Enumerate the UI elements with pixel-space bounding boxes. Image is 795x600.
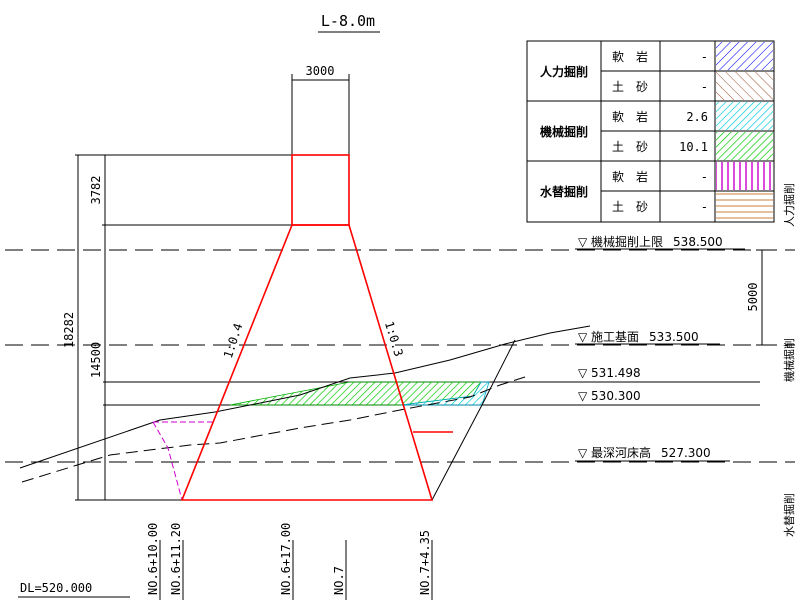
edge-label-water: 水替掘削 [782,493,795,537]
excavation-outline [180,224,434,501]
cut-slope-right [481,339,516,406]
dim-right-label: 5000 [746,283,760,312]
legend-material-1: 軟 岩 [612,49,648,64]
legend-value-6: - [701,200,708,214]
legend-table: 人力掘削 機械掘削 水替掘削 軟 岩 土 砂 軟 岩 土 砂 軟 岩 土 砂 -… [526,40,775,223]
legend-material-4: 土 砂 [612,140,648,154]
station-label-2: NO.6+11.20 [169,523,183,595]
level-label-531: ▽ 531.498 [578,366,641,380]
water-excavation-outline-side [152,421,183,501]
legend-group-machine: 機械掘削 [540,124,588,139]
legend-value-5: - [701,170,708,184]
level-label-527: ▽ 最深河床高 527.300 [578,445,711,460]
ground-surface-line [19,325,591,469]
legend-group-water: 水替掘削 [540,184,588,199]
drawing-title: L-8.0m [321,12,375,30]
hatch-brown-swatch [716,72,773,100]
left-dimensions: 3782 18282 14500 [62,154,292,501]
hatch-green-swatch [716,132,773,160]
slope-right-label: 1:0.3 [382,320,406,359]
legend-value-1: - [701,50,708,64]
legend-value-2: - [701,80,708,94]
legend-material-5: 軟 岩 [612,169,648,184]
station-label-1: NO.6+10.00 [146,523,160,595]
hatch-magenta-swatch [716,162,773,190]
legend-material-2: 土 砂 [612,80,648,94]
legend-material-6: 土 砂 [612,200,648,214]
level-label-538: ▽ 機械掘削上限 538.500 [578,234,723,249]
hatch-blue-swatch [716,42,773,70]
edge-label-machine: 機械掘削 [782,338,795,382]
datum-label: DL=520.000 [20,581,92,595]
dim-total-label: 18282 [62,312,76,348]
station-label-5: NO.7+4.35 [418,530,432,595]
dim-lower-label: 14500 [89,342,103,378]
station-label-4: NO.7 [332,566,346,595]
rock-line [21,376,526,483]
hatch-cyan-swatch [716,102,773,130]
top-width-label: 3000 [306,64,335,78]
slope-left-label: 1:0.4 [221,321,245,360]
legend-material-3: 軟 岩 [612,109,648,124]
level-label-530: ▽ 530.300 [578,389,641,403]
edge-label-manual: 人力掘削 [782,183,795,227]
top-structure-outline [291,154,350,226]
top-width-dimension: 3000 [291,64,350,155]
legend-group-manual: 人力掘削 [540,64,588,79]
machine-excavation-rock-zone [400,381,490,406]
legend-value-4: 10.1 [679,140,708,154]
station-markers: NO.6+10.00 NO.6+11.20 NO.6+17.00 NO.7 NO… [146,523,433,600]
cut-slope-right-lower [431,404,483,501]
legend-value-3: 2.6 [686,110,708,124]
station-label-3: NO.6+17.00 [279,523,293,595]
dim-upper-label: 3782 [89,176,103,205]
level-label-533: ▽ 施工基面 533.500 [578,330,699,344]
hatch-tan-swatch [716,192,773,221]
right-dimension: 5000 [746,249,768,346]
